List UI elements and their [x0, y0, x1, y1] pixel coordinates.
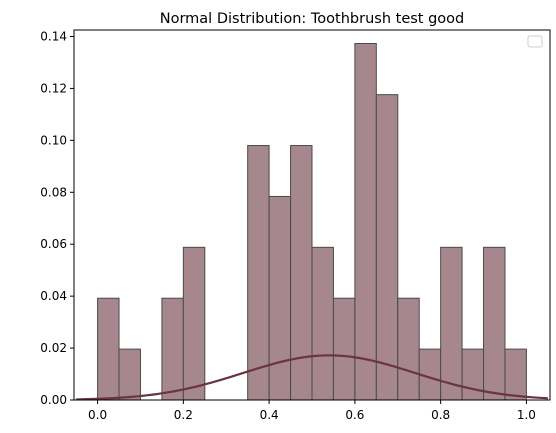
y-tick-label: 0.04 — [40, 289, 67, 303]
x-tick-label: 0.8 — [431, 408, 450, 422]
y-tick-label: 0.10 — [40, 133, 67, 147]
histogram-bar — [504, 348, 527, 401]
histogram-bar — [118, 348, 141, 401]
histogram-bars — [97, 43, 527, 401]
y-tick-label: 0.08 — [40, 185, 67, 199]
legend-box — [527, 35, 543, 48]
histogram-bar — [182, 246, 206, 401]
histogram-bar — [461, 348, 485, 401]
histogram-bar — [483, 246, 506, 401]
x-tick-label: 0.4 — [260, 408, 279, 422]
histogram-bar — [354, 43, 377, 401]
y-tick-label: 0.14 — [40, 29, 67, 43]
x-tick-label: 1.0 — [517, 408, 536, 422]
x-tick-label: 0.2 — [174, 408, 193, 422]
y-tick-label: 0.00 — [40, 393, 67, 407]
histogram-bar — [332, 297, 356, 401]
histogram-bar — [247, 145, 270, 401]
plot-frame — [73, 29, 551, 401]
y-axis: 0.00 0.02 0.04 0.06 0.08 0.10 0.12 0.14 — [40, 29, 74, 407]
histogram-bar — [290, 145, 313, 401]
y-tick-label: 0.02 — [40, 341, 67, 355]
y-tick-label: 0.12 — [40, 81, 67, 95]
histogram-bar — [97, 297, 120, 401]
x-tick-label: 0.6 — [345, 408, 364, 422]
histogram-bar — [311, 246, 334, 401]
histogram-bar — [397, 297, 420, 401]
histogram-bar — [440, 246, 463, 401]
histogram-bar — [268, 195, 292, 401]
histogram-bar — [375, 94, 399, 401]
chart-title: Normal Distribution: Toothbrush test goo… — [160, 11, 465, 27]
y-tick-label: 0.06 — [40, 237, 67, 251]
histogram-bar — [161, 297, 184, 401]
normal-curve — [76, 354, 548, 401]
x-tick-label: 0.0 — [88, 408, 107, 422]
x-axis: 0.0 0.2 0.4 0.6 0.8 1.0 — [88, 400, 536, 422]
